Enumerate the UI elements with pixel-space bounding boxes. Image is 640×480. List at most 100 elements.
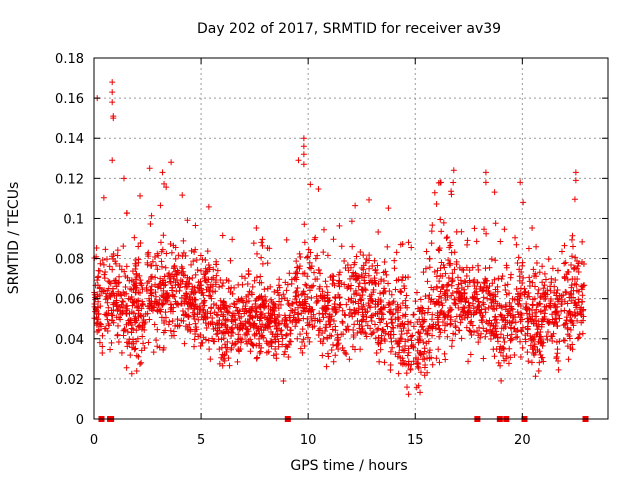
data-point bbox=[259, 260, 266, 267]
data-point bbox=[372, 335, 379, 342]
data-point bbox=[294, 311, 301, 318]
data-point bbox=[399, 320, 406, 327]
data-point bbox=[101, 275, 108, 282]
data-point bbox=[206, 346, 213, 353]
data-point bbox=[323, 363, 330, 370]
data-point bbox=[158, 258, 165, 265]
data-point bbox=[360, 266, 367, 273]
data-point bbox=[221, 357, 228, 364]
data-point bbox=[302, 281, 309, 288]
data-point bbox=[531, 351, 538, 358]
data-point bbox=[417, 296, 424, 303]
data-point bbox=[403, 370, 410, 377]
data-point bbox=[569, 253, 576, 260]
data-point bbox=[537, 308, 544, 315]
data-point bbox=[419, 323, 426, 330]
data-point bbox=[447, 307, 454, 314]
data-point bbox=[258, 344, 265, 351]
data-point bbox=[494, 288, 501, 295]
data-point bbox=[458, 285, 465, 292]
data-point bbox=[303, 282, 310, 289]
data-point bbox=[429, 325, 436, 332]
data-point bbox=[408, 343, 415, 350]
data-point bbox=[185, 313, 192, 320]
data-point bbox=[303, 305, 310, 312]
data-point bbox=[315, 185, 322, 192]
data-point bbox=[287, 330, 294, 337]
x-tick-label: 10 bbox=[300, 433, 317, 448]
data-point bbox=[240, 322, 247, 329]
data-point bbox=[294, 264, 301, 271]
data-point bbox=[384, 323, 391, 330]
data-point bbox=[488, 303, 495, 310]
data-point bbox=[205, 337, 212, 344]
data-point bbox=[388, 335, 395, 342]
data-point bbox=[260, 302, 267, 309]
data-point bbox=[194, 266, 201, 273]
data-point bbox=[513, 285, 520, 292]
data-point bbox=[314, 252, 321, 259]
data-point bbox=[146, 302, 153, 309]
data-point bbox=[192, 222, 199, 229]
data-point bbox=[538, 321, 545, 328]
data-point bbox=[500, 344, 507, 351]
data-point bbox=[294, 317, 301, 324]
data-point bbox=[159, 246, 166, 253]
data-point bbox=[175, 301, 182, 308]
data-point bbox=[266, 315, 273, 322]
y-tick-label: 0.16 bbox=[55, 92, 84, 107]
data-point bbox=[497, 331, 504, 338]
data-point bbox=[121, 326, 128, 333]
data-point bbox=[385, 205, 392, 212]
data-point bbox=[476, 324, 483, 331]
data-point bbox=[414, 363, 421, 370]
data-point bbox=[545, 319, 552, 326]
data-point bbox=[192, 271, 199, 278]
data-point bbox=[161, 273, 168, 280]
data-point bbox=[109, 312, 116, 319]
data-point bbox=[424, 278, 431, 285]
data-point bbox=[234, 298, 241, 305]
data-point bbox=[399, 240, 406, 247]
data-point-peak bbox=[300, 161, 307, 168]
data-point bbox=[441, 350, 448, 357]
data-point bbox=[408, 337, 415, 344]
data-point bbox=[324, 252, 331, 259]
data-point bbox=[555, 358, 562, 365]
data-point bbox=[299, 326, 306, 333]
data-point bbox=[94, 277, 101, 284]
data-point bbox=[372, 301, 379, 308]
data-point bbox=[212, 288, 219, 295]
data-point bbox=[280, 291, 287, 298]
data-point bbox=[115, 338, 122, 345]
data-point bbox=[429, 332, 436, 339]
data-point bbox=[148, 306, 155, 313]
data-point bbox=[179, 253, 186, 260]
data-point bbox=[348, 218, 355, 225]
data-point bbox=[160, 287, 167, 294]
data-point bbox=[371, 257, 378, 264]
data-point bbox=[261, 298, 268, 305]
data-point bbox=[554, 346, 561, 353]
data-point bbox=[483, 230, 490, 237]
data-point bbox=[447, 242, 454, 249]
data-point bbox=[492, 298, 499, 305]
data-point bbox=[201, 297, 208, 304]
x-tick-label: 15 bbox=[407, 433, 424, 448]
data-point bbox=[275, 305, 282, 312]
data-point bbox=[337, 301, 344, 308]
data-point bbox=[514, 300, 521, 307]
data-point bbox=[146, 316, 153, 323]
data-point bbox=[403, 292, 410, 299]
data-point bbox=[256, 335, 263, 342]
data-point bbox=[246, 288, 253, 295]
data-point bbox=[541, 296, 548, 303]
data-point bbox=[173, 288, 180, 295]
data-point bbox=[478, 330, 484, 337]
data-point bbox=[336, 294, 343, 301]
data-point bbox=[308, 263, 315, 270]
data-point bbox=[491, 276, 498, 283]
data-point bbox=[526, 278, 533, 285]
data-point bbox=[351, 291, 358, 298]
